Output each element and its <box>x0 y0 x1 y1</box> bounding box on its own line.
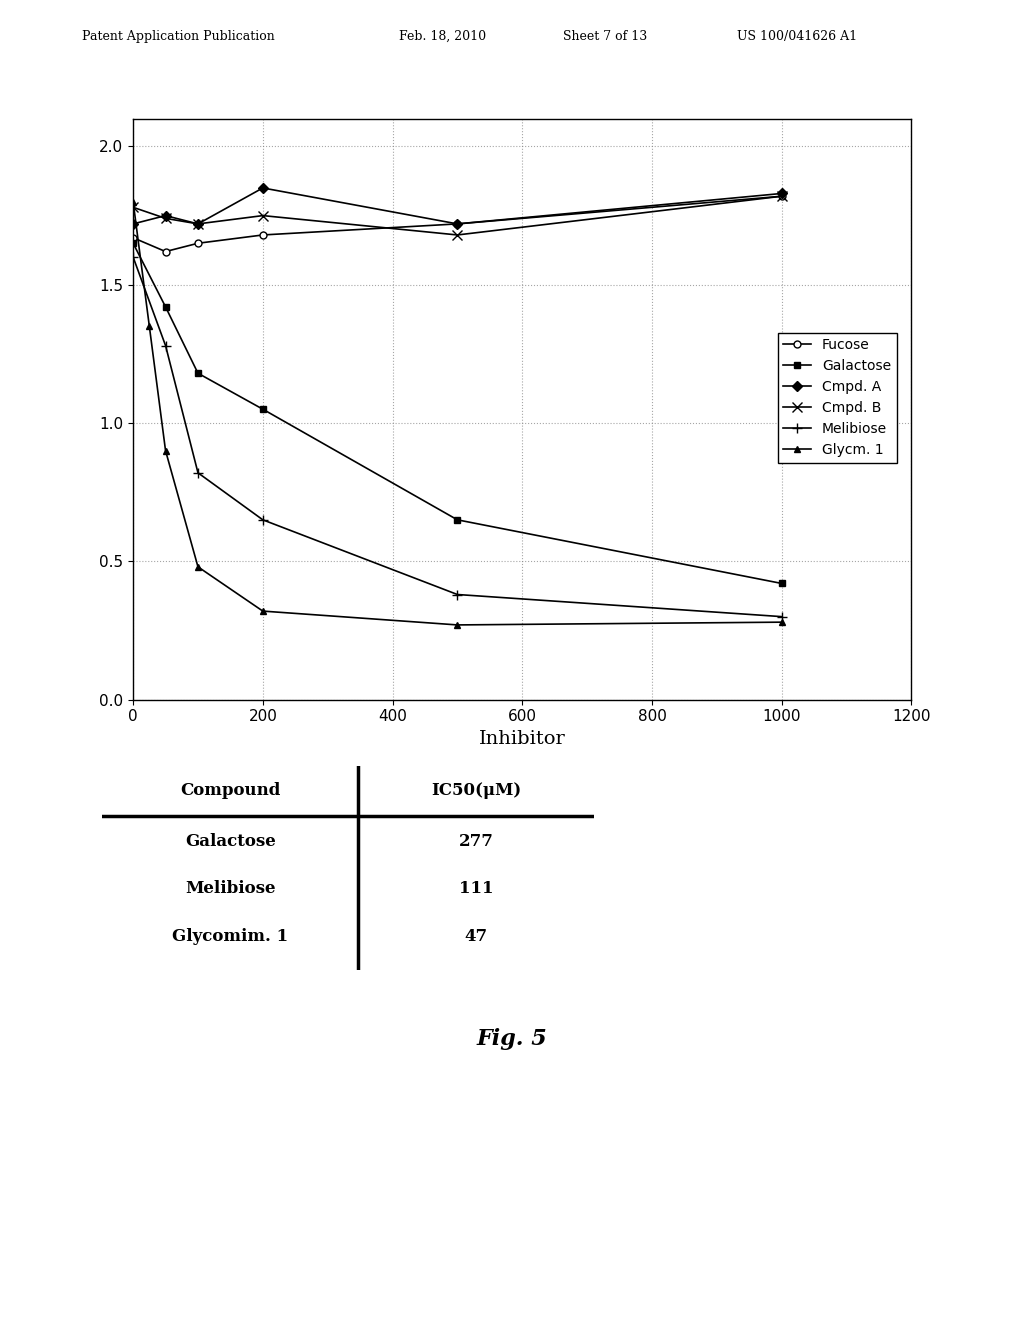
Fucose <box>160 244 172 260</box>
Cmpd. B <box>191 216 204 232</box>
Cmpd. B <box>775 189 787 205</box>
Text: Galactose: Galactose <box>184 833 275 850</box>
Text: Sheet 7 of 13: Sheet 7 of 13 <box>563 30 647 42</box>
Fucose <box>257 227 269 243</box>
Line: Cmpd. B: Cmpd. B <box>128 191 786 240</box>
Text: Melibiose: Melibiose <box>185 880 275 898</box>
Text: Compound: Compound <box>180 781 281 799</box>
Glycm. 1 <box>452 616 464 632</box>
Glycm. 1 <box>775 614 787 630</box>
Cmpd. B <box>160 210 172 226</box>
Cmpd. B <box>257 207 269 223</box>
Glycm. 1 <box>191 558 204 574</box>
Text: 47: 47 <box>465 928 487 945</box>
Melibiose <box>191 465 204 480</box>
Text: Feb. 18, 2010: Feb. 18, 2010 <box>399 30 486 42</box>
Line: Melibiose: Melibiose <box>128 252 786 622</box>
Fucose <box>775 189 787 205</box>
X-axis label: Inhibitor: Inhibitor <box>479 730 565 748</box>
Galactose <box>452 512 464 528</box>
Legend: Fucose, Galactose, Cmpd. A, Cmpd. B, Melibiose, Glycm. 1: Fucose, Galactose, Cmpd. A, Cmpd. B, Mel… <box>777 333 897 462</box>
Cmpd. B <box>452 227 464 243</box>
Galactose <box>127 235 139 251</box>
Glycm. 1 <box>127 194 139 210</box>
Text: IC50(μM): IC50(μM) <box>431 781 521 799</box>
Galactose <box>257 401 269 417</box>
Cmpd. B <box>127 199 139 215</box>
Cmpd. A <box>191 216 204 232</box>
Fucose <box>191 235 204 251</box>
Text: Glycomim. 1: Glycomim. 1 <box>172 928 289 945</box>
Melibiose <box>257 512 269 528</box>
Galactose <box>775 576 787 591</box>
Cmpd. A <box>257 180 269 195</box>
Line: Glycm. 1: Glycm. 1 <box>130 198 785 628</box>
Cmpd. A <box>775 186 787 202</box>
Line: Galactose: Galactose <box>130 240 785 587</box>
Text: Fig. 5: Fig. 5 <box>476 1028 548 1051</box>
Text: Patent Application Publication: Patent Application Publication <box>82 30 274 42</box>
Fucose <box>127 230 139 246</box>
Glycm. 1 <box>257 603 269 619</box>
Cmpd. A <box>127 216 139 232</box>
Cmpd. A <box>160 207 172 223</box>
Glycm. 1 <box>160 442 172 458</box>
Galactose <box>191 366 204 381</box>
Melibiose <box>775 609 787 624</box>
Melibiose <box>160 338 172 354</box>
Line: Fucose: Fucose <box>130 193 785 255</box>
Text: 277: 277 <box>459 833 494 850</box>
Cmpd. A <box>452 216 464 232</box>
Line: Cmpd. A: Cmpd. A <box>130 185 785 227</box>
Text: US 100/041626 A1: US 100/041626 A1 <box>737 30 857 42</box>
Melibiose <box>452 586 464 602</box>
Glycm. 1 <box>143 318 156 334</box>
Fucose <box>452 216 464 232</box>
Text: 111: 111 <box>459 880 494 898</box>
Melibiose <box>127 249 139 265</box>
Galactose <box>160 298 172 314</box>
